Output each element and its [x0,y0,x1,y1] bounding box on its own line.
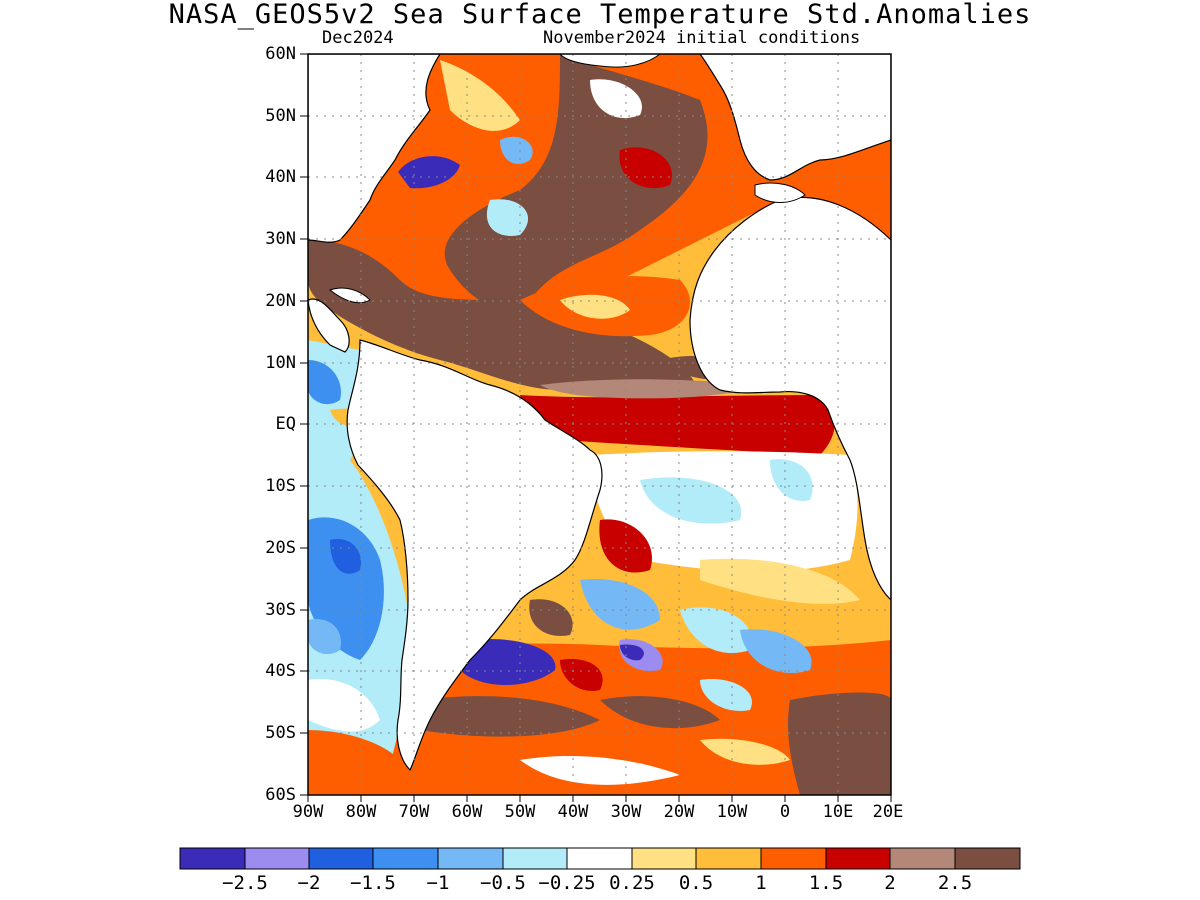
lat-label: 30S [265,600,296,620]
lat-label: 10N [265,353,296,373]
colorbar-label: −0.25 [538,872,596,894]
lat-label: 50N [265,106,296,126]
gridlines [308,54,891,795]
colorbar-swatch [954,847,1021,870]
colorbar-label: 2.5 [937,872,973,894]
initial-conditions: November2024 initial conditions [543,28,861,48]
colorbar-swatch [631,847,697,870]
colorbar-label: −1 [426,872,450,894]
lon-label: 20W [663,802,695,822]
lon-label: 10W [716,802,748,822]
lat-label: 20S [265,538,296,558]
tick-marks [300,53,892,802]
lon-label: 60W [451,802,483,822]
colorbar-swatch [760,847,827,870]
colorbar-swatch [308,847,374,870]
colorbar-swatch [437,847,504,870]
colorbar-swatch [695,847,762,870]
colorbar [179,847,1021,870]
lon-label: 50W [504,802,536,822]
lon-label: 10E [822,802,854,822]
colorbar-label: −0.5 [480,872,526,894]
colorbar-label: −2.5 [222,872,268,894]
map-title: NASA_GEOS5v2 Sea Surface Temperature Std… [168,0,1032,30]
lat-label: 40S [265,661,296,681]
lat-label: EQ [275,414,296,434]
colorbar-swatch [502,847,568,870]
forecast-month: Dec2024 [322,28,394,48]
lat-label: 60N [265,44,296,64]
colorbar-label: −1.5 [350,872,396,894]
lon-label: 40W [557,802,589,822]
lon-label: 0 [779,802,791,822]
colorbar-swatch [825,847,891,870]
lat-label: 60S [265,785,296,805]
colorbar-label: 0.25 [609,872,655,894]
lon-label: 90W [292,802,324,822]
colorbar-swatch [372,847,439,870]
lat-label: 40N [265,167,296,187]
colorbar-label: 1 [755,872,767,894]
colorbar-swatch [244,847,310,870]
lat-label: 20N [265,291,296,311]
lon-label: 80W [345,802,377,822]
lat-label: 30N [265,229,296,249]
lat-label: 10S [265,476,296,496]
sst-anomaly-field [308,54,891,795]
colorbar-label: −2 [297,872,321,894]
colorbar-swatch [566,847,633,870]
colorbar-label: 1.5 [808,872,844,894]
lon-label: 20E [872,802,904,822]
lon-label: 30W [610,802,642,822]
colorbar-swatch [889,847,956,870]
colorbar-swatch [179,847,246,870]
lat-label: 50S [265,723,296,743]
colorbar-label: 0.5 [678,872,714,894]
colorbar-label: 2 [884,872,896,894]
lon-label: 70W [398,802,430,822]
